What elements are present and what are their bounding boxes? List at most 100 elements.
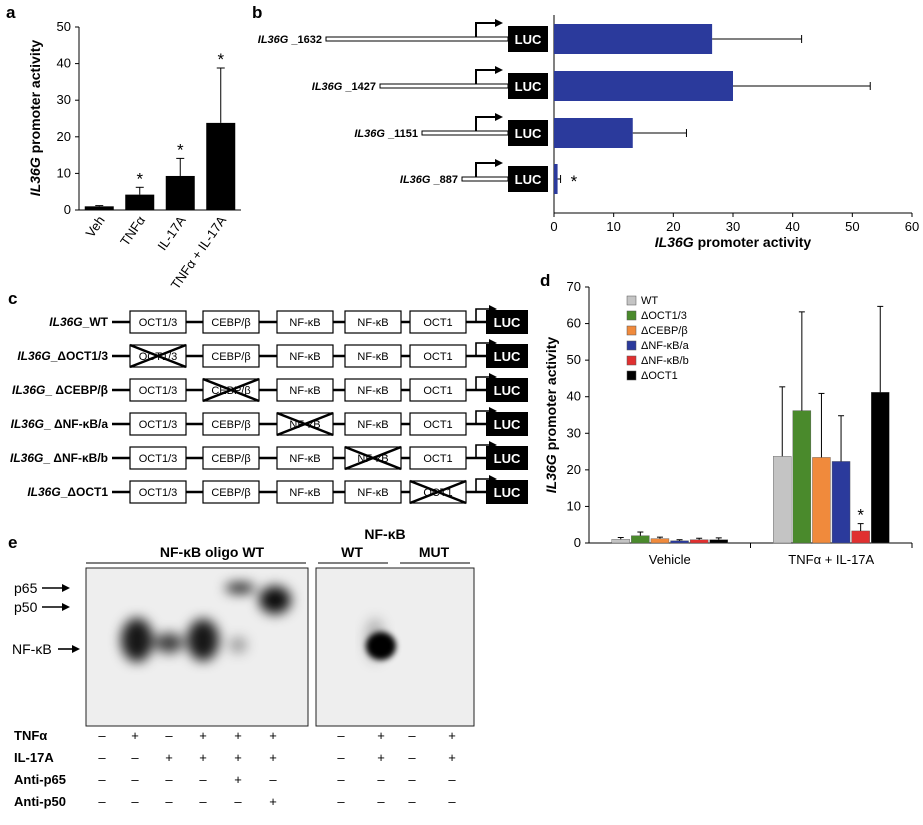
gel-lane-sign: + xyxy=(199,750,207,765)
c-element-box xyxy=(344,378,402,402)
panel-d-chart: 0 10 20 30 40 50 60 70 IL36G promoter activity Ve… xyxy=(543,279,913,567)
d-legend-label: ΔCEBP/β xyxy=(641,325,688,337)
gel-lane-sign: – xyxy=(131,772,139,787)
c-element-box xyxy=(344,412,402,436)
d-ytick-label: 10 xyxy=(567,498,581,513)
b-luc-box xyxy=(508,120,548,146)
gel-lane-sign: + xyxy=(199,728,207,743)
c-element-box xyxy=(276,446,334,470)
b-luc-label: LUC xyxy=(515,32,542,47)
d-legend-label: WT xyxy=(641,295,658,307)
c-tss-arrow xyxy=(475,410,490,424)
gel-lane-sign: – xyxy=(448,772,456,787)
c-element-label: NF-κB xyxy=(357,385,388,397)
gel-lane-sign: – xyxy=(199,794,207,809)
b-promoter-line xyxy=(421,130,509,136)
a-bar xyxy=(84,206,114,210)
d-xtick-label: TNFα + IL-17A xyxy=(788,552,874,567)
gel-lane-sign: – xyxy=(98,772,106,787)
c-deletion-cross xyxy=(276,411,334,437)
c-deletion-cross xyxy=(409,479,467,505)
band-lane4-nfkb xyxy=(187,619,219,661)
b-xtick-label: 60 xyxy=(905,219,919,234)
c-element-label: NF-κB xyxy=(289,351,320,363)
c-element-box xyxy=(276,378,334,402)
c-deletion-cross xyxy=(129,343,187,369)
b-promoter-line xyxy=(461,176,509,182)
a-ytick-label: 40 xyxy=(57,56,71,71)
c-element-label: OCT1/3 xyxy=(139,453,178,465)
d-legend-swatch xyxy=(626,370,637,381)
c-element-label: NF-κB xyxy=(289,385,320,397)
b-significance: * xyxy=(571,172,578,191)
a-ytick-label: 20 xyxy=(57,129,71,144)
gel-lane-sign: – xyxy=(98,750,106,765)
d-legend-swatch xyxy=(626,310,637,321)
c-luc-box xyxy=(486,480,528,504)
d-xtick-label: Vehicle xyxy=(649,552,691,567)
b-bar xyxy=(554,24,713,54)
b-luc-box xyxy=(508,26,548,52)
b-tss-arrowhead xyxy=(495,19,503,27)
panel-label-a: a xyxy=(6,3,16,22)
b-tss-arrow xyxy=(475,22,496,37)
c-element-label: OCT1/3 xyxy=(139,487,178,499)
d-bar xyxy=(650,538,670,544)
d-ytick-label: 30 xyxy=(567,425,581,440)
d-legend-swatch xyxy=(626,295,637,306)
gel-lane-sign: – xyxy=(165,772,173,787)
gel-lane-sign: + xyxy=(377,750,385,765)
marker-p50: p50 xyxy=(14,599,38,615)
a-significance: * xyxy=(177,140,184,159)
gel-lane-sign: – xyxy=(131,794,139,809)
c-element-label: NF-κB xyxy=(357,351,388,363)
c-element-box xyxy=(202,412,260,436)
gel-lane-sign: – xyxy=(337,772,345,787)
b-bar xyxy=(554,118,633,148)
c-element-box xyxy=(344,480,402,504)
c-element-label: CEBP/β xyxy=(211,317,250,329)
c-element-label: OCT1/3 xyxy=(139,385,178,397)
gel-lane-sign: + xyxy=(234,772,242,787)
gel-treatment-table: TNFα – + – + + + – + – + IL-17A – – + + + + – + – + Anti-p65 – –… xyxy=(14,728,456,809)
c-element-box xyxy=(409,310,467,334)
gel-lane-sign: + xyxy=(234,728,242,743)
gel-lane-sign: + xyxy=(377,728,385,743)
c-element-box xyxy=(129,412,187,436)
band-lane6-supershift xyxy=(259,586,291,614)
gel-lane-sign: – xyxy=(408,728,416,743)
b-construct-label: IL36G _887 xyxy=(400,174,458,186)
a-xtick-label: TNFα xyxy=(117,213,148,249)
c-luc-box xyxy=(486,378,528,402)
c-element-label: OCT1 xyxy=(423,385,452,397)
d-significance: * xyxy=(857,506,864,525)
b-promoter-line xyxy=(325,36,509,42)
gel-lane-sign: – xyxy=(377,794,385,809)
c-element-box xyxy=(202,446,260,470)
c-luc-box xyxy=(486,446,528,470)
b-bar xyxy=(554,71,733,101)
c-element-box xyxy=(409,344,467,368)
b-xtick-label: 0 xyxy=(550,219,557,234)
d-legend-label: ΔNF-κB/b xyxy=(641,355,689,367)
gel-lane-sign: + xyxy=(165,750,173,765)
c-element-box xyxy=(409,378,467,402)
c-element-box xyxy=(202,344,260,368)
c-element-label: OCT1 xyxy=(423,351,452,363)
a-significance: * xyxy=(136,169,143,188)
d-legend-label: ΔOCT1/3 xyxy=(641,310,687,322)
d-bar xyxy=(871,392,890,544)
a-ytick-label: 10 xyxy=(57,165,71,180)
marker-p65: p65 xyxy=(14,580,38,596)
gel-lane-sign: + xyxy=(448,728,456,743)
band-lane3-nfkb xyxy=(155,633,183,653)
b-xtick-label: 30 xyxy=(726,219,740,234)
c-element-label: CEBP/β xyxy=(211,453,250,465)
c-element-label: OCT1/3 xyxy=(139,419,178,431)
c-luc-label: LUC xyxy=(494,485,521,500)
b-luc-box xyxy=(508,166,548,192)
b-construct-label: IL36G _1632 xyxy=(258,34,322,46)
b-tss-arrow xyxy=(475,69,496,84)
a-xtick-label: IL-17A xyxy=(154,213,188,253)
